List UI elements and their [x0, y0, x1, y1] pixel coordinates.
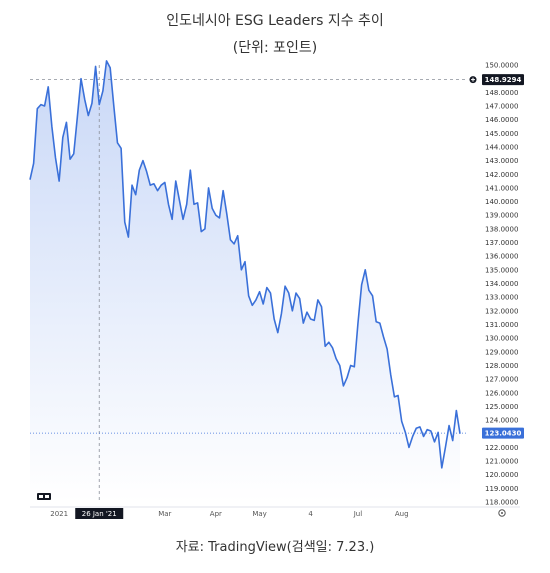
y-tick-label: 133.0000 — [485, 294, 518, 302]
y-tick-label: 139.0000 — [485, 212, 518, 220]
y-tick-label: 148.0000 — [485, 89, 518, 97]
y-tick-label: 130.0000 — [485, 335, 518, 343]
x-tick-label: Aug — [395, 510, 409, 518]
area-fill — [30, 60, 460, 503]
y-tick-label: 144.0000 — [485, 143, 518, 151]
crosshair-plus-icon — [469, 76, 477, 84]
y-tick-label: 119.0000 — [485, 485, 518, 493]
y-tick-label: 140.0000 — [485, 198, 518, 206]
settings-gear-icon[interactable] — [498, 509, 506, 517]
y-tick-label: 142.0000 — [485, 171, 518, 179]
y-tick-label: 127.0000 — [485, 376, 518, 384]
chart-title: 인도네시아 ESG Leaders 지수 추이 — [166, 13, 384, 29]
y-tick-label: 143.0000 — [485, 157, 518, 165]
x-tick-label: Mar — [158, 510, 171, 518]
logo-detail — [39, 495, 43, 498]
source-note: 자료: TradingView(검색일: 7.23.) — [175, 540, 375, 555]
line-chart[interactable]: 150.0000149.0000148.0000147.0000146.0000… — [0, 55, 550, 525]
y-tick-label: 129.0000 — [485, 348, 518, 356]
y-tick-label: 141.0000 — [485, 184, 518, 192]
y-tick-label: 125.0000 — [485, 403, 518, 411]
y-tick-label: 147.0000 — [485, 102, 518, 110]
gear-hub — [501, 512, 503, 514]
x-tick-label: Jul — [353, 510, 363, 518]
price-tag-label: 123.0430 — [485, 430, 522, 438]
y-tick-label: 121.0000 — [485, 458, 518, 466]
chart-subtitle: (단위: 포인트) — [232, 40, 318, 56]
y-tick-label: 131.0000 — [485, 321, 518, 329]
y-tick-label: 126.0000 — [485, 389, 518, 397]
y-tick-label: 120.0000 — [485, 471, 518, 479]
y-tick-label: 122.0000 — [485, 444, 518, 452]
x-tick-label: 26 Jan '21 — [82, 510, 117, 518]
x-tick-label: 2021 — [50, 510, 68, 518]
y-tick-label: 146.0000 — [485, 116, 518, 124]
y-tick-label: 134.0000 — [485, 280, 518, 288]
x-tick-label: 4 — [308, 510, 313, 518]
y-tick-label: 128.0000 — [485, 362, 518, 370]
y-tick-label: 145.0000 — [485, 130, 518, 138]
y-tick-label: 132.0000 — [485, 307, 518, 315]
crosshair-date-box — [75, 508, 124, 519]
logo-detail — [45, 495, 49, 498]
x-tick-label: Apr — [210, 510, 222, 518]
y-tick-label: 124.0000 — [485, 417, 518, 425]
series-line — [29, 60, 461, 469]
y-tick-label: 135.0000 — [485, 266, 518, 274]
y-tick-label: 138.0000 — [485, 225, 518, 233]
x-tick-label: May — [252, 510, 266, 518]
price-tag-box — [482, 427, 524, 439]
y-tick-label: 137.0000 — [485, 239, 518, 247]
y-tick-label: 118.0000 — [485, 499, 518, 507]
y-tick-label: 136.0000 — [485, 253, 518, 261]
gear-ring — [498, 509, 506, 517]
price-tag-label: 148.9294 — [485, 76, 522, 84]
price-tag-box — [482, 74, 524, 86]
logo-mark — [37, 493, 51, 500]
y-tick-label: 150.0000 — [485, 62, 518, 70]
tradingview-logo — [37, 493, 51, 500]
